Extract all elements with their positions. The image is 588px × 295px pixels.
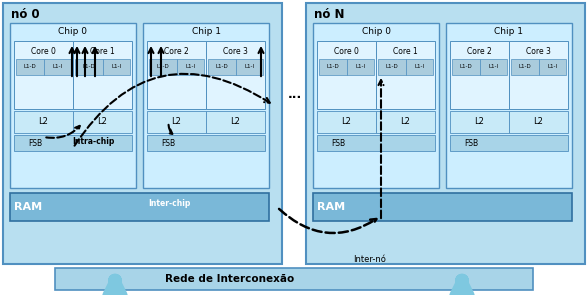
- Text: FSB: FSB: [464, 138, 478, 148]
- Text: L1-I: L1-I: [52, 65, 62, 70]
- Text: L1-D: L1-D: [24, 65, 36, 70]
- Bar: [147, 135, 265, 151]
- Text: Intra-chip: Intra-chip: [72, 137, 114, 145]
- Bar: [406, 59, 433, 75]
- Text: L2: L2: [172, 117, 182, 127]
- Text: Chip 1: Chip 1: [495, 27, 523, 37]
- Text: L1-I: L1-I: [355, 65, 365, 70]
- Text: FSB: FSB: [161, 138, 175, 148]
- Text: L2: L2: [533, 117, 543, 127]
- Text: nó 0: nó 0: [11, 7, 39, 20]
- Bar: [3, 3, 282, 264]
- Text: nó N: nó N: [314, 7, 345, 20]
- Text: L2: L2: [342, 117, 352, 127]
- Bar: [75, 59, 102, 75]
- Text: RAM: RAM: [14, 202, 42, 212]
- Bar: [149, 59, 176, 75]
- Bar: [317, 41, 376, 109]
- Text: L1-I: L1-I: [244, 65, 255, 70]
- Bar: [206, 111, 265, 133]
- Bar: [509, 111, 568, 133]
- Bar: [14, 41, 73, 109]
- Text: Rede de Interconexão: Rede de Interconexão: [165, 274, 295, 284]
- Text: L1-D: L1-D: [459, 65, 472, 70]
- Bar: [147, 111, 206, 133]
- Bar: [73, 41, 132, 109]
- Bar: [452, 59, 479, 75]
- Text: Chip 0: Chip 0: [58, 27, 88, 37]
- Text: RAM: RAM: [317, 202, 345, 212]
- Text: Inter-nó: Inter-nó: [353, 255, 386, 265]
- Bar: [446, 23, 572, 188]
- Text: L2: L2: [39, 117, 48, 127]
- Text: ...: ...: [288, 88, 302, 101]
- Bar: [208, 59, 236, 75]
- Bar: [10, 193, 269, 221]
- Bar: [236, 59, 263, 75]
- Text: Core 3: Core 3: [223, 47, 248, 55]
- Bar: [319, 59, 346, 75]
- Bar: [317, 111, 376, 133]
- Bar: [306, 3, 585, 264]
- Text: Core 2: Core 2: [467, 47, 492, 55]
- Bar: [102, 59, 130, 75]
- Text: FSB: FSB: [331, 138, 345, 148]
- Bar: [509, 41, 568, 109]
- Text: L1-D: L1-D: [385, 65, 398, 70]
- Text: L2: L2: [400, 117, 410, 127]
- Bar: [479, 59, 507, 75]
- Text: Chip 0: Chip 0: [362, 27, 390, 37]
- Text: L2: L2: [98, 117, 108, 127]
- Text: Chip 1: Chip 1: [192, 27, 220, 37]
- Bar: [206, 41, 265, 109]
- Text: L1-D: L1-D: [215, 65, 228, 70]
- Bar: [450, 41, 509, 109]
- Text: L1-I: L1-I: [547, 65, 557, 70]
- Text: Core 2: Core 2: [164, 47, 189, 55]
- Bar: [14, 111, 73, 133]
- Text: L1-I: L1-I: [185, 65, 195, 70]
- Bar: [450, 135, 568, 151]
- Bar: [14, 135, 132, 151]
- Text: Core 1: Core 1: [90, 47, 115, 55]
- Bar: [450, 111, 509, 133]
- Bar: [317, 135, 435, 151]
- Bar: [10, 23, 136, 188]
- Text: Core 1: Core 1: [393, 47, 418, 55]
- Text: L1-D: L1-D: [519, 65, 531, 70]
- Text: L2: L2: [230, 117, 240, 127]
- Text: Core 0: Core 0: [334, 47, 359, 55]
- Bar: [16, 59, 44, 75]
- Bar: [55, 268, 533, 290]
- Bar: [143, 23, 269, 188]
- Bar: [176, 59, 204, 75]
- Bar: [376, 41, 435, 109]
- Bar: [376, 111, 435, 133]
- Bar: [147, 41, 206, 109]
- Text: L2: L2: [475, 117, 485, 127]
- Text: L1-D: L1-D: [156, 65, 169, 70]
- Bar: [539, 59, 566, 75]
- Text: Core 0: Core 0: [31, 47, 56, 55]
- Bar: [511, 59, 539, 75]
- Bar: [313, 193, 572, 221]
- Bar: [44, 59, 71, 75]
- Text: Inter-chip: Inter-chip: [148, 199, 191, 207]
- Bar: [313, 23, 439, 188]
- Bar: [378, 59, 406, 75]
- Text: L1-I: L1-I: [414, 65, 425, 70]
- Bar: [346, 59, 374, 75]
- Text: Core 3: Core 3: [526, 47, 551, 55]
- Text: L1-D: L1-D: [326, 65, 339, 70]
- Text: FSB: FSB: [28, 138, 42, 148]
- Text: L1-I: L1-I: [111, 65, 121, 70]
- Text: L1-D: L1-D: [82, 65, 95, 70]
- Text: L1-I: L1-I: [488, 65, 498, 70]
- Bar: [73, 111, 132, 133]
